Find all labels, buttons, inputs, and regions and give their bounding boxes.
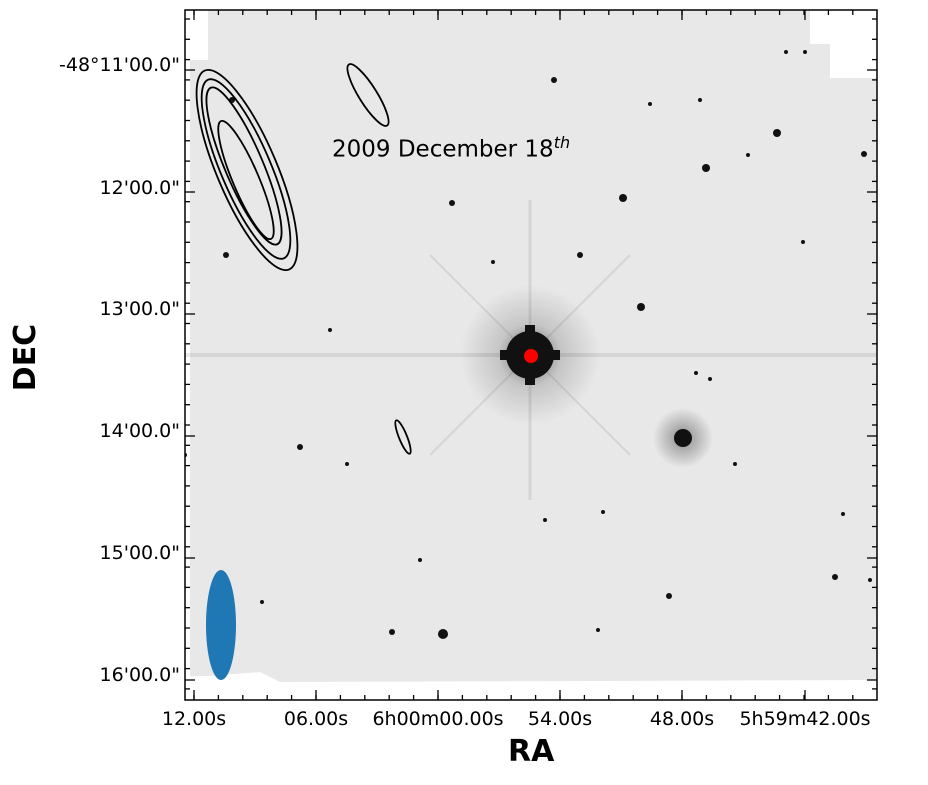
field-star [801, 240, 805, 244]
field-star [601, 510, 605, 514]
field-star [803, 50, 807, 54]
field-star [449, 200, 455, 206]
field-star [841, 512, 845, 516]
contour-level-1 [195, 68, 299, 272]
field-star [389, 629, 395, 635]
field-star [861, 151, 867, 157]
x-tick-label: 6h00m00.00s [372, 708, 504, 730]
y-tick-label: 13'00.0" [99, 298, 180, 320]
x-tick-label: 06.00s [283, 708, 349, 730]
field-stars [185, 50, 872, 639]
field-star [223, 252, 229, 258]
x-axis-title: RA [508, 734, 555, 769]
x-tick-label: 5h59m42.00s [739, 708, 871, 730]
axis-ticks [185, 10, 877, 700]
field-star [708, 377, 712, 381]
field-star [648, 102, 652, 106]
field-star [868, 578, 872, 582]
field-star [260, 600, 264, 604]
y-axis-title: DEC [8, 323, 44, 392]
y-tick-label: 14'00.0" [99, 420, 180, 442]
field-star [637, 303, 645, 311]
field-star [702, 164, 710, 172]
contour-small-center [394, 419, 412, 455]
x-tick-label: 54.00s [527, 708, 593, 730]
y-tick-label: 15'00.0" [99, 542, 180, 564]
annotation-superscript: th [553, 133, 571, 152]
field-star [551, 77, 557, 83]
field-star [345, 462, 349, 466]
field-star [694, 371, 698, 375]
y-tick-label: -48°11'00.0" [59, 54, 180, 76]
field-star [619, 194, 627, 202]
annotation-text: 2009 December 18 [332, 136, 554, 163]
x-tick-label: 12.00s [161, 708, 227, 730]
contour-level-2 [200, 78, 292, 260]
field-star [698, 98, 702, 102]
field-star [784, 50, 788, 54]
contour-level-4 [217, 119, 275, 241]
observation-date-annotation: 2009 December 18th [332, 133, 570, 163]
field-star [773, 129, 781, 137]
field-star [596, 628, 600, 632]
y-tick-label: 16'00.0" [99, 664, 180, 686]
field-star [438, 629, 448, 639]
x-tick-label: 48.00s [649, 708, 715, 730]
secondary-bright-star [653, 408, 713, 468]
contour-level-3 [205, 86, 283, 246]
plot-frame [184, 9, 878, 701]
field-star [543, 518, 547, 522]
field-star [328, 328, 332, 332]
field-star [746, 153, 750, 157]
contour-small-north [346, 63, 390, 127]
field-star [666, 593, 672, 599]
field-star [297, 444, 303, 450]
radio-contours [195, 63, 412, 455]
field-star [733, 462, 737, 466]
field-star [577, 252, 583, 258]
field-star [418, 558, 422, 562]
synthesized-beam-ellipse [206, 570, 236, 680]
y-tick-label: 12'00.0" [99, 177, 180, 199]
source-position-marker [524, 349, 538, 363]
field-star [491, 260, 495, 264]
field-star [832, 574, 838, 580]
